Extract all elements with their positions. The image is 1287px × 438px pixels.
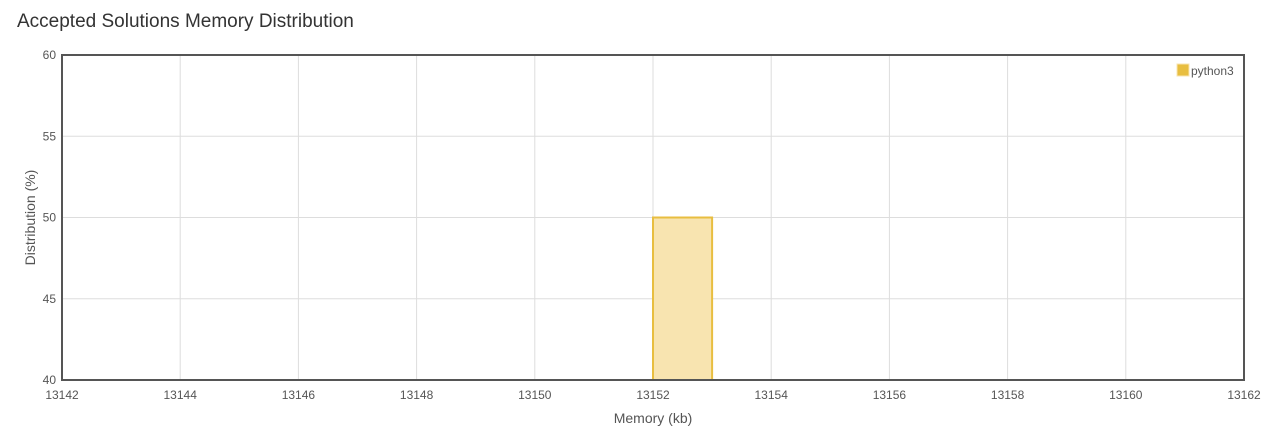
bar-python3[interactable] <box>652 216 714 381</box>
y-tick-label: 40 <box>43 373 57 387</box>
x-tick-label: 13148 <box>400 388 434 402</box>
y-axis-label: Distribution (%) <box>22 170 38 266</box>
chart-title: Accepted Solutions Memory Distribution <box>17 11 354 32</box>
y-axis-ticks: 40 45 50 55 60 <box>43 48 57 387</box>
x-tick-label: 13150 <box>518 388 552 402</box>
y-tick-label: 55 <box>43 129 57 143</box>
x-tick-label: 13158 <box>991 388 1025 402</box>
legend-swatch-python3 <box>1176 63 1190 77</box>
x-tick-label: 13152 <box>636 388 670 402</box>
x-tick-label: 13156 <box>873 388 907 402</box>
y-tick-label: 50 <box>43 211 57 225</box>
legend-label-python3: python3 <box>1191 64 1234 78</box>
y-tick-label: 45 <box>43 292 57 306</box>
x-tick-label: 13154 <box>755 388 789 402</box>
plot-frame <box>61 54 1245 381</box>
x-tick-label: 13160 <box>1109 388 1143 402</box>
legend: python3 <box>1176 63 1234 78</box>
bars <box>652 216 714 381</box>
x-axis-label: Memory (kb) <box>614 410 693 426</box>
x-tick-label: 13146 <box>282 388 316 402</box>
y-tick-label: 60 <box>43 48 57 62</box>
x-tick-label: 13162 <box>1227 388 1261 402</box>
x-tick-label: 13142 <box>45 388 79 402</box>
x-tick-label: 13144 <box>164 388 198 402</box>
x-axis-ticks: 13142 13144 13146 13148 13150 13152 13154 13156… <box>45 388 1261 402</box>
